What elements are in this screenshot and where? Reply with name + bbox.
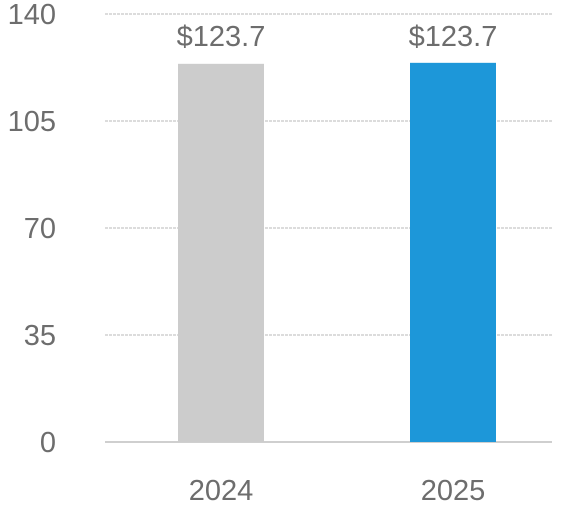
y-tick-label: 70 [24, 213, 56, 245]
y-tick-label: 0 [40, 427, 56, 459]
bar-2024 [178, 63, 264, 443]
data-label: $123.7 [409, 21, 498, 53]
y-tick-label: 35 [24, 320, 56, 352]
x-tick-label: 2025 [421, 475, 486, 507]
data-labels: $123.7 $123.7 [177, 21, 498, 53]
y-tick-label: 105 [8, 106, 56, 138]
x-axis-ticks: 2024 2025 [189, 475, 486, 507]
bars [178, 62, 496, 443]
bar-2025 [410, 62, 496, 443]
y-axis-ticks: 0 35 70 105 140 [8, 0, 56, 459]
data-label: $123.7 [177, 21, 266, 53]
y-tick-label: 140 [8, 0, 56, 31]
x-tick-label: 2024 [189, 475, 254, 507]
